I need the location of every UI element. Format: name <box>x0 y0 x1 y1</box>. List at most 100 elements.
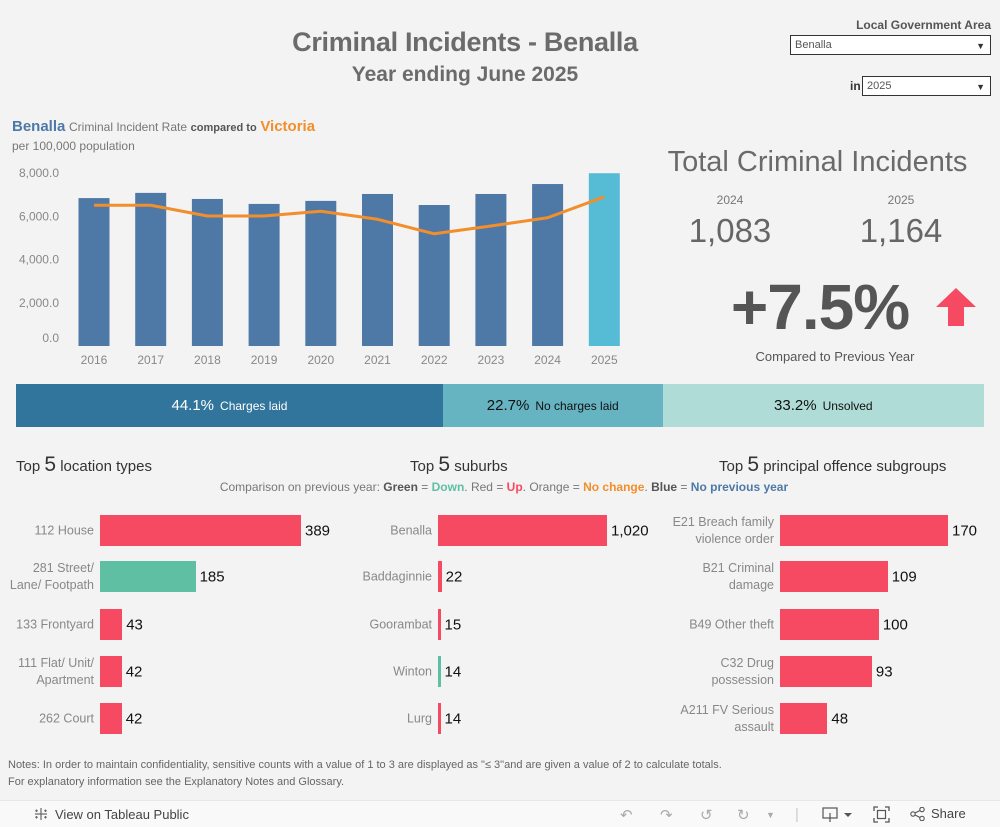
bar-value: 48 <box>831 710 849 727</box>
outcome-label: No charges laid <box>535 398 619 413</box>
y-axis: 0.0 2,000.0 4,000.0 6,000.0 8,000.0 <box>19 166 59 345</box>
refresh-icon[interactable]: ↻ <box>737 807 750 824</box>
legend-orange: Orange <box>529 480 570 494</box>
bar-label: B49 Other theft <box>689 616 774 633</box>
bar-2024 <box>532 184 564 346</box>
chart-title-compared: compared to <box>190 122 257 134</box>
bar-fill <box>780 609 879 640</box>
outcome-segment[interactable]: 22.7% No charges laid <box>442 384 663 427</box>
bar-fill <box>780 656 872 687</box>
y-tick-label: 6,000.0 <box>19 209 59 223</box>
bar-label-line: A211 FV Serious <box>680 702 774 717</box>
bar-label-line: Benalla <box>390 523 432 537</box>
percent-change: +7.5% <box>730 271 910 343</box>
lga-dropdown-value: Benalla <box>795 39 832 51</box>
bar-fill <box>780 561 888 592</box>
x-tick-label: 2020 <box>307 353 334 367</box>
bar-label-line: C32 Drug <box>720 655 775 670</box>
outcome-segment[interactable]: 44.1% Charges laid <box>16 384 443 427</box>
redo-icon[interactable]: ↷ <box>660 807 673 824</box>
curr-year-label: 2025 <box>887 193 915 207</box>
five-number: 5 <box>747 453 760 476</box>
victoria-line <box>94 195 605 236</box>
bar-label-line: Lane/ Footpath <box>9 577 94 592</box>
bar-value: 15 <box>444 616 462 633</box>
share-icon <box>910 806 925 821</box>
legend-blue: Blue <box>651 480 678 494</box>
bar-label: Benalla <box>390 522 432 539</box>
bar-fill <box>780 703 828 734</box>
bar-label-line: 133 Frontyard <box>16 617 94 631</box>
top5-offences-title: Top 5 principal offence subgroups <box>719 453 946 477</box>
top5-locations-title: Top 5 location types <box>16 453 152 477</box>
bar-label: Lurg <box>407 710 432 727</box>
x-tick-label: 2022 <box>421 353 448 367</box>
bar-label: B21 Criminal damage <box>702 560 774 594</box>
prev-year-label: 2024 <box>716 193 744 207</box>
refresh-dropdown-icon[interactable]: ▼ <box>766 810 775 820</box>
lga-dropdown[interactable]: Benalla ▼ <box>790 35 991 55</box>
tableau-logo-icon <box>35 808 47 820</box>
legend-green: Green <box>383 480 418 494</box>
bar-fill <box>100 561 196 592</box>
bar-label: 281 Street/Lane/ Footpath <box>10 560 94 594</box>
bar-label-line: 262 Court <box>39 711 94 725</box>
year-dropdown[interactable]: 2025 ▼ <box>862 76 991 96</box>
x-tick-label: 2017 <box>137 353 164 367</box>
bar-label-line: 111 Flat/ Unit/ <box>18 655 94 670</box>
bar-label-line: Lurg <box>406 711 432 725</box>
top-word: Top <box>719 458 744 475</box>
bar-fill <box>100 703 122 734</box>
compare-label: Compared to Previous Year <box>755 349 915 364</box>
fullscreen-icon[interactable] <box>873 806 890 823</box>
bar-fill <box>100 515 301 546</box>
bar-label-line: Apartment <box>36 672 94 687</box>
bar-value: 42 <box>125 663 143 680</box>
download-icon[interactable] <box>822 807 854 823</box>
outcome-label: Unsolved <box>822 398 873 413</box>
outcome-percent: 44.1% <box>171 397 215 414</box>
five-number: 5 <box>438 453 451 476</box>
legend-up: Up <box>506 480 523 494</box>
legend-down: Down <box>431 480 465 494</box>
undo-icon[interactable]: ↶ <box>620 807 633 824</box>
legend-nochange: No change <box>583 480 645 494</box>
revert-icon[interactable]: ↺ <box>700 807 713 824</box>
share-button[interactable]: Share <box>910 806 966 821</box>
bar-label-line: Winton <box>393 664 432 678</box>
benalla-bars <box>78 173 620 346</box>
bar-2019 <box>248 203 280 346</box>
outcome-segment[interactable]: 33.2% Unsolved <box>662 384 984 427</box>
view-on-tableau-public-link[interactable]: View on Tableau Public <box>33 806 189 822</box>
bar-label: 133 Frontyard <box>16 616 94 633</box>
dashboard-subtitle: Year ending June 2025 <box>351 63 579 86</box>
chart-title: Benalla Criminal Incident Rate compared … <box>12 118 315 135</box>
five-number: 5 <box>44 453 57 476</box>
lga-filter-label: Local Government Area <box>856 18 991 32</box>
dropdown-caret-icon: ▼ <box>976 41 985 51</box>
chart-title-lga: Benalla <box>12 118 66 135</box>
tableau-toolbar: View on Tableau Public ↶ ↷ ↺ ↻ ▼ | Share <box>0 800 1000 827</box>
title-text: suburbs <box>454 458 508 475</box>
top-word: Top <box>16 458 41 475</box>
bar-fill <box>438 609 441 640</box>
x-axis: 2016 2017 2018 2019 2020 2021 2022 2023 2024 2025 <box>81 353 618 367</box>
x-tick-label: 2019 <box>251 353 278 367</box>
legend-prefix: Comparison on previous year: <box>219 480 380 494</box>
y-tick-label: 4,000.0 <box>19 253 59 267</box>
bar-label-line: Baddaginnie <box>362 569 432 583</box>
top-word: Top <box>410 458 435 475</box>
bar-value: 1,020 <box>611 522 649 539</box>
y-tick-label: 2,000.0 <box>19 296 59 310</box>
notes-line1: In order to maintain confidentiality, se… <box>39 759 722 771</box>
bar-fill <box>438 656 441 687</box>
y-tick-label: 0.0 <box>42 331 59 345</box>
dashboard-title: Criminal Incidents - Benalla <box>292 27 638 57</box>
title-text: principal offence subgroups <box>763 458 947 475</box>
bar-label: Winton <box>393 663 432 680</box>
bar-value: 109 <box>891 568 917 585</box>
outcome-percent: 33.2% <box>774 397 817 414</box>
bar-value: 43 <box>126 616 143 633</box>
bar-value: 170 <box>952 522 978 539</box>
total-incidents-title: Total Criminal Incidents <box>667 146 968 178</box>
